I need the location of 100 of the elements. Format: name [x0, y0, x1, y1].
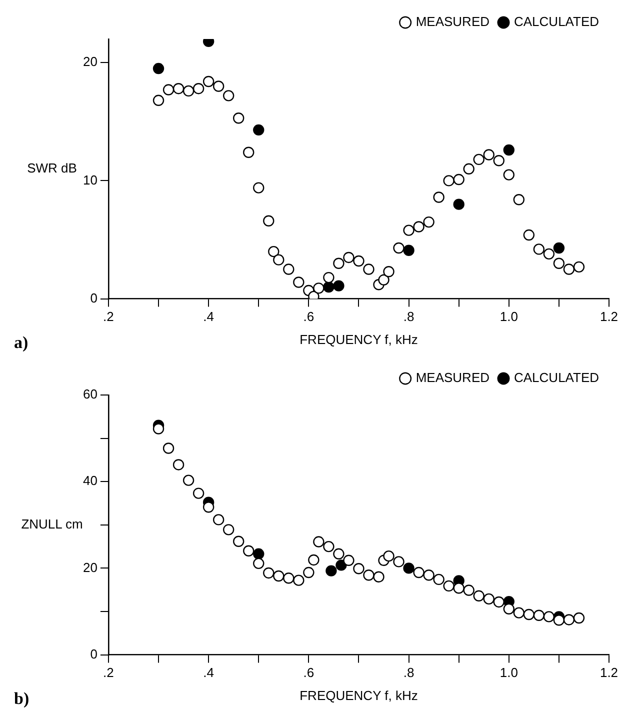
point — [273, 570, 284, 582]
point — [323, 272, 334, 284]
point — [403, 244, 414, 256]
point — [453, 174, 464, 186]
point — [483, 593, 494, 605]
point — [383, 266, 394, 278]
legend-label: CALCULATED — [514, 370, 600, 386]
point — [513, 194, 525, 206]
point — [378, 274, 390, 286]
point — [243, 545, 254, 556]
point — [343, 554, 354, 566]
point — [443, 175, 454, 186]
point — [202, 76, 214, 88]
point — [493, 596, 504, 608]
point — [253, 558, 264, 570]
legend-label: MEASURED — [416, 370, 490, 386]
point — [343, 252, 354, 264]
point — [413, 221, 424, 232]
x-tick-label: .6 — [303, 665, 314, 680]
point — [563, 264, 575, 275]
point — [353, 563, 364, 574]
point — [172, 459, 184, 470]
point — [493, 155, 504, 166]
point — [212, 80, 224, 92]
point — [503, 144, 514, 156]
point — [513, 607, 525, 618]
x-tick-label: 1.2 — [600, 309, 618, 324]
point — [202, 502, 214, 513]
point — [222, 90, 234, 102]
point — [308, 554, 320, 566]
point — [243, 146, 254, 158]
x-tick-label: .8 — [403, 309, 414, 324]
y-axis-title: SWR dB — [27, 160, 77, 176]
point — [253, 124, 264, 136]
point — [182, 85, 194, 97]
point — [573, 261, 585, 273]
point — [263, 215, 274, 226]
point — [363, 264, 374, 275]
point — [523, 229, 535, 241]
point — [182, 474, 194, 486]
point — [253, 182, 264, 194]
point — [303, 566, 314, 578]
point — [253, 548, 264, 560]
point — [533, 610, 545, 621]
point — [313, 282, 324, 294]
point — [162, 84, 174, 96]
x-tick-label: .2 — [103, 309, 114, 324]
point — [483, 149, 494, 160]
point — [333, 548, 344, 560]
point — [283, 572, 294, 584]
x-tick-label: 1.0 — [500, 665, 518, 680]
point — [453, 198, 464, 210]
x-tick-label: 1.2 — [600, 665, 618, 680]
point — [403, 562, 414, 574]
point — [162, 442, 174, 454]
point — [333, 258, 344, 269]
point — [533, 244, 545, 255]
point — [423, 570, 434, 581]
point — [443, 580, 454, 592]
point — [192, 488, 204, 499]
point — [473, 590, 484, 602]
y-tick-label: 20 — [82, 560, 98, 575]
point — [353, 255, 364, 267]
point — [393, 242, 404, 254]
point — [433, 192, 444, 203]
point — [363, 570, 374, 581]
legend-label: MEASURED — [416, 14, 490, 30]
x-tick-label: .2 — [103, 665, 114, 680]
point — [283, 264, 294, 275]
point — [413, 566, 424, 578]
point — [463, 163, 474, 174]
point — [313, 536, 324, 548]
point — [268, 246, 280, 258]
point — [543, 611, 555, 622]
text: a) — [14, 333, 28, 352]
point — [152, 62, 164, 74]
point — [373, 571, 384, 582]
y-axis-title: ZNULL cm — [21, 516, 83, 532]
point — [553, 242, 565, 254]
point — [152, 94, 164, 106]
x-tick-label: .4 — [203, 665, 214, 680]
y-tick-label: 20 — [82, 54, 98, 70]
y-tick-label: 0 — [90, 290, 98, 306]
point — [293, 574, 304, 586]
point — [423, 216, 434, 228]
x-tick-label: .6 — [303, 309, 314, 324]
point — [573, 612, 585, 624]
point — [293, 276, 304, 288]
point — [263, 567, 274, 579]
y-tick-label: 10 — [82, 172, 98, 188]
point — [453, 582, 464, 594]
point — [233, 112, 244, 124]
x-tick-label: .8 — [403, 665, 414, 680]
point — [222, 524, 234, 536]
y-tick-label: 40 — [82, 473, 98, 488]
point — [433, 574, 444, 586]
point — [192, 83, 204, 94]
point — [326, 565, 337, 576]
x-axis-title: FREQUENCY f, kHz — [300, 688, 418, 703]
point — [403, 224, 414, 236]
